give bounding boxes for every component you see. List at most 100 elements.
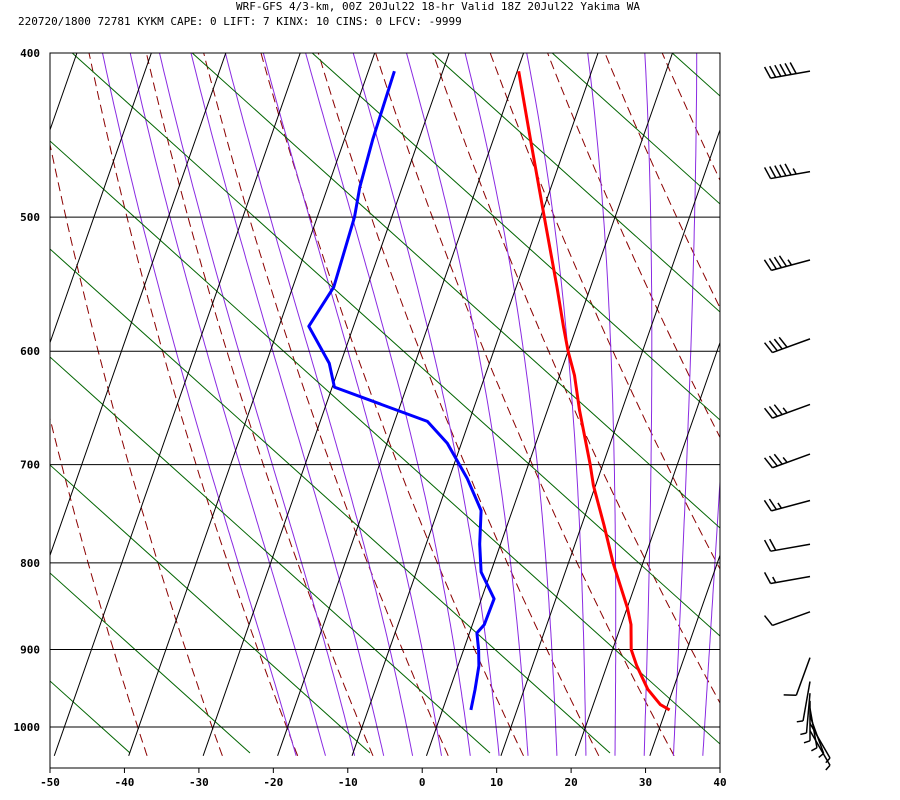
wind-barb-flag [789, 62, 797, 74]
wind-barb [763, 255, 811, 272]
wind-barb [763, 538, 811, 552]
isotherm [277, 53, 525, 757]
temperature-tick-label: -40 [115, 776, 135, 789]
dry-adiabat [772, 44, 900, 756]
wind-barb-half-flag [777, 502, 783, 509]
temperature-tick-label: -50 [40, 776, 60, 789]
wind-barb [763, 403, 811, 419]
wind-barb-flag [763, 539, 772, 552]
mixing-ratio-line [191, 53, 720, 529]
moist-adiabat [587, 53, 617, 756]
isotherm [50, 53, 152, 345]
mixing-ratio-line [431, 53, 720, 313]
moist-adiabat [702, 473, 720, 756]
moist-adiabat [101, 53, 297, 756]
wind-barb-flag [763, 167, 772, 179]
wind-barb-flag [763, 499, 772, 512]
wind-barb-flag [784, 163, 792, 176]
temperature-tick-label: -20 [263, 776, 283, 789]
plot-border [49, 52, 721, 769]
mixing-ratio-line [0, 33, 10, 753]
dry-adiabat [661, 53, 720, 182]
wind-barb [763, 453, 811, 469]
mixing-ratio-line [50, 248, 611, 754]
wind-barb [803, 700, 811, 744]
dewpoint-trace [307, 70, 496, 711]
moist-adiabat [224, 53, 414, 756]
dry-adiabat [50, 416, 148, 756]
dry-adiabat [830, 44, 900, 756]
dry-adiabat [317, 53, 600, 757]
pressure-tick-label: 700 [20, 459, 40, 472]
moist-adiabat [129, 53, 326, 756]
dry-adiabat [887, 44, 900, 756]
pressure-tick-label: 1000 [14, 721, 41, 734]
dry-adiabat [145, 53, 374, 756]
mixing-ratio-line [770, 33, 900, 753]
wind-barb-half-flag [800, 732, 807, 736]
mixing-ratio-line [71, 53, 720, 637]
mixing-ratio-line [671, 53, 720, 97]
isotherm [128, 53, 376, 757]
wind-barb-staff [770, 170, 811, 180]
pressure-tick-label: 800 [20, 557, 40, 570]
wind-barb-flag [763, 259, 772, 271]
pressure-tick-label: 500 [20, 211, 40, 224]
wind-barb-flag [768, 405, 778, 417]
isotherm [202, 53, 450, 757]
wind-barbs [763, 62, 831, 771]
wind-barb-flag [763, 66, 772, 79]
pressure-axis: 400 500 600 700 800 900 1000 [14, 47, 41, 734]
isotherm [649, 553, 720, 757]
wind-barb-flag [763, 342, 773, 354]
pressure-tick-label: 400 [20, 47, 40, 60]
wind-barb-half-flag [825, 764, 831, 771]
wind-barb-half-flag [782, 407, 788, 414]
wind-barb [783, 657, 811, 696]
temperature-axis: -50 -40 -30 -20 -10 0 10 20 30 40 [40, 768, 727, 789]
wind-barb [763, 62, 811, 79]
dry-adiabat [375, 53, 675, 757]
temperature-tick-label: 0 [419, 776, 426, 789]
mixing-ratio-line [50, 356, 491, 754]
mixing-ratio-line [551, 53, 720, 205]
isotherm [500, 128, 720, 757]
isotherm [574, 341, 720, 757]
background-lines [0, 33, 900, 757]
temperature-tick-label: 20 [564, 776, 577, 789]
wind-barb-flag [784, 63, 792, 75]
moist-adiabat [464, 53, 558, 756]
moist-adiabat [732, 44, 787, 756]
isotherm [724, 53, 900, 756]
traces [307, 70, 671, 712]
moist-adiabat [352, 53, 500, 756]
dry-adiabat [50, 141, 223, 756]
wind-barb-staff [771, 499, 811, 512]
wind-barb-staff [805, 693, 811, 734]
moist-adiabat [190, 53, 385, 756]
isotherm [351, 53, 599, 757]
wind-barb-half-flag [811, 747, 818, 752]
wind-barb-flag [763, 457, 773, 469]
wind-barb-staff [772, 403, 811, 419]
wind-barb-flag [768, 498, 778, 510]
wind-barb-staff [795, 657, 811, 696]
wind-barb-flag [774, 165, 782, 178]
wind-barb-flag [768, 258, 778, 270]
moist-adiabat [158, 53, 356, 756]
wind-barb-staff [772, 453, 811, 469]
dry-adiabat [260, 53, 524, 757]
wind-barb-flag [778, 255, 788, 267]
wind-barb-flag [763, 571, 772, 584]
wind-barb-flag [769, 538, 777, 551]
wind-barb-flag [773, 453, 783, 465]
wind-barb [763, 571, 811, 585]
wind-barb [763, 498, 811, 512]
moist-adiabat [526, 53, 587, 756]
isotherm [0, 53, 2, 756]
moist-adiabat [643, 53, 653, 756]
wind-barb-flag [779, 63, 787, 76]
wind-barb-flag [768, 455, 778, 467]
isotherm [53, 53, 301, 757]
dry-adiabat [203, 53, 449, 756]
